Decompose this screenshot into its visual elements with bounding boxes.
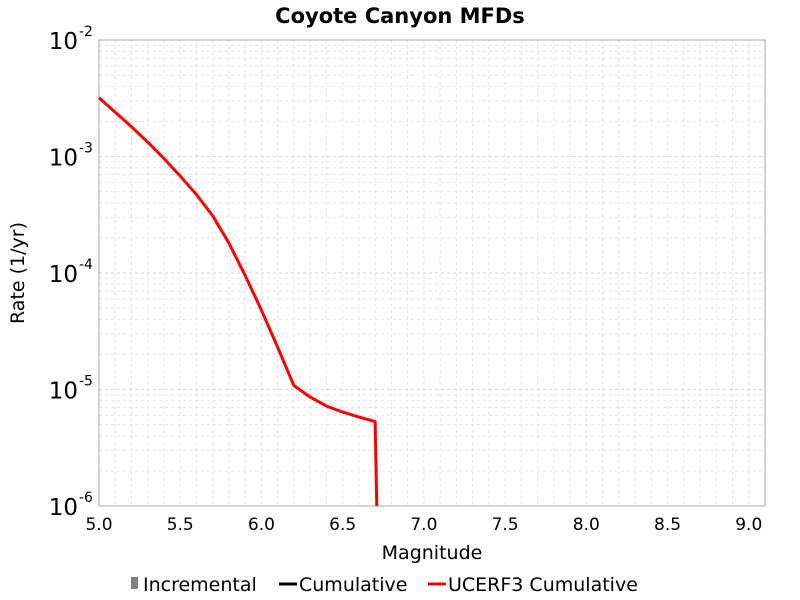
x-tick-label: 8.5 [654, 515, 681, 535]
x-tick-label: 7.5 [492, 515, 519, 535]
grid [98, 40, 766, 507]
legend-label: Incremental [143, 574, 257, 596]
y-tick-label: 10 -6 [49, 490, 93, 521]
series-layer [97, 96, 379, 507]
y-tick-exponent: -2 [79, 24, 93, 40]
y-tick-base: 10 [49, 29, 78, 55]
legend-item: Incremental [131, 574, 257, 596]
y-axis-label: Rate (1/yr) [7, 222, 29, 324]
legend-item: UCERF3 Cumulative [428, 574, 638, 596]
y-tick-base: 10 [49, 379, 78, 405]
legend-swatch-bar [131, 577, 138, 589]
y-tick-label: 10 -4 [49, 257, 93, 288]
legend-label: Cumulative [299, 574, 407, 596]
series-line-ucerf3-cumulative [97, 96, 379, 507]
y-tick-exponent: -4 [79, 257, 93, 273]
x-tick-label: 9.0 [735, 515, 762, 535]
x-tick-label: 7.0 [410, 515, 437, 535]
y-tick-labels: 10-210-310-410-510-6 [49, 24, 93, 521]
y-tick-base: 10 [49, 146, 78, 172]
y-tick-label: 10 -2 [49, 24, 93, 55]
y-tick-label: 10 -3 [49, 141, 93, 172]
legend: Incremental Cumulative UCERF3 Cumulative [131, 574, 638, 596]
x-tick-label: 5.0 [85, 515, 112, 535]
y-tick-base: 10 [49, 262, 78, 288]
x-tick-label: 6.5 [329, 515, 356, 535]
x-axis-label: Magnitude [382, 542, 483, 564]
x-tick-label: 8.0 [573, 515, 600, 535]
chart-title: Coyote Canyon MFDs [275, 4, 525, 28]
y-tick-exponent: -6 [79, 490, 93, 506]
x-tick-labels: 5.0 5.5 6.0 6.5 7.0 7.5 8.0 8.5 9.0 [85, 515, 762, 535]
y-tick-exponent: -5 [79, 374, 93, 390]
x-tick-label: 6.0 [248, 515, 275, 535]
legend-item: Cumulative [279, 574, 407, 596]
plot-area [98, 39, 766, 507]
x-tick-label: 5.5 [167, 515, 194, 535]
legend-label: UCERF3 Cumulative [448, 574, 638, 596]
y-tick-base: 10 [49, 495, 78, 521]
y-tick-exponent: -3 [79, 141, 93, 157]
y-tick-label: 10 -5 [49, 374, 93, 405]
